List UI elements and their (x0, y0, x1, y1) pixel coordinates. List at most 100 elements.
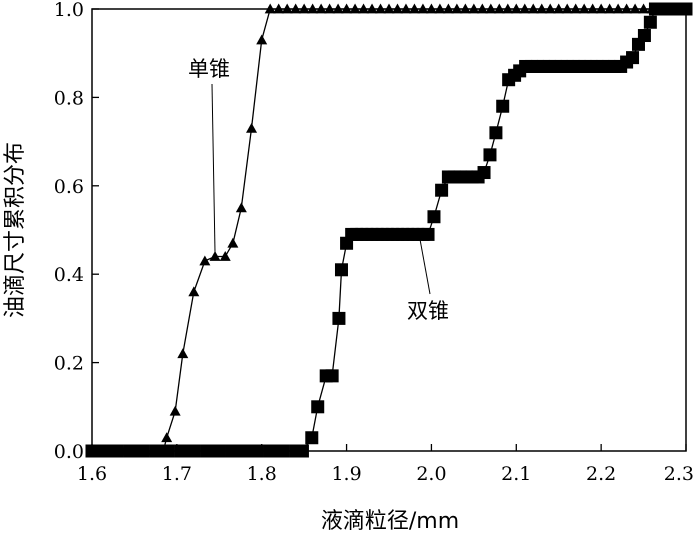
square-marker (626, 51, 640, 65)
square-marker (421, 227, 435, 241)
square-marker (489, 126, 503, 140)
triangle-marker (281, 3, 293, 14)
square-marker (263, 444, 277, 458)
y-axis-title: 油滴尺寸累积分布 (3, 142, 28, 318)
square-marker (679, 2, 693, 16)
triangle-marker (417, 3, 429, 14)
square-marker (305, 431, 319, 445)
square-marker (276, 444, 290, 458)
triangle-marker (256, 34, 268, 45)
triangle-marker (621, 3, 633, 14)
square-marker (332, 311, 346, 325)
square-marker (110, 444, 124, 458)
square-marker (225, 444, 239, 458)
triangle-marker (177, 348, 189, 359)
square-marker (200, 444, 214, 458)
triangle-marker (638, 3, 650, 14)
triangle-marker (561, 3, 573, 14)
x-tick-label: 1.6 (77, 463, 107, 485)
triangle-marker (536, 3, 548, 14)
triangle-marker (595, 3, 607, 14)
square-marker (123, 444, 137, 458)
triangle-marker (451, 3, 463, 14)
triangle-marker (169, 405, 181, 416)
triangle-marker (375, 3, 387, 14)
triangle-marker (408, 3, 420, 14)
triangle-marker (578, 3, 590, 14)
triangle-marker (307, 3, 319, 14)
y-tick-label: 0.4 (54, 264, 84, 286)
triangle-marker (188, 286, 200, 297)
x-tick-label: 1.8 (247, 463, 277, 485)
x-tick-label: 2.1 (501, 463, 531, 485)
triangle-marker (383, 3, 395, 14)
square-marker (643, 15, 657, 29)
triangle-marker (493, 3, 505, 14)
y-tick-label: 0.6 (54, 176, 84, 198)
triangle-marker (161, 432, 173, 443)
square-marker (98, 444, 112, 458)
square-marker (174, 444, 188, 458)
triangle-marker (629, 3, 641, 14)
triangle-marker (341, 3, 353, 14)
triangle-marker (290, 3, 302, 14)
triangle-marker (298, 3, 310, 14)
triangle-marker (219, 251, 231, 261)
x-tick-label: 1.7 (162, 463, 192, 485)
square-marker (136, 444, 150, 458)
triangle-marker (604, 3, 616, 14)
annotation-leader-single-cone (211, 83, 216, 255)
triangle-marker (519, 3, 531, 14)
square-marker (238, 444, 252, 458)
y-tick-label: 0.0 (54, 441, 84, 463)
triangle-marker (459, 3, 471, 14)
triangle-marker (400, 3, 412, 14)
triangle-marker (209, 251, 221, 261)
square-marker (477, 166, 491, 180)
triangle-marker (227, 237, 239, 248)
square-marker (427, 210, 441, 224)
annotation-label-single-cone: 单锥 (188, 57, 230, 81)
y-tick-label: 1.0 (54, 0, 84, 21)
x-tick-label: 2.3 (664, 463, 694, 485)
triangle-marker (485, 3, 497, 14)
square-marker (334, 263, 348, 277)
triangle-marker (246, 122, 258, 133)
square-marker (311, 400, 325, 414)
square-marker (212, 444, 226, 458)
annotation-label-double-cone: 双锥 (407, 299, 449, 323)
triangle-marker (476, 3, 488, 14)
triangle-marker (502, 3, 514, 14)
triangle-marker (264, 3, 276, 14)
series-markers (85, 2, 693, 458)
triangle-marker (510, 3, 522, 14)
annotation-leader-double-cone (418, 232, 431, 295)
triangle-marker (349, 3, 361, 14)
x-axis-title: 液滴粒径/mm (321, 509, 459, 534)
triangle-marker (332, 3, 344, 14)
square-marker (435, 183, 449, 197)
x-tick-label: 2.0 (416, 463, 446, 485)
square-marker (483, 148, 497, 162)
square-marker (325, 369, 339, 383)
square-marker (149, 444, 163, 458)
triangle-marker (366, 3, 378, 14)
triangle-marker (199, 255, 211, 266)
square-marker (85, 444, 99, 458)
triangle-marker (544, 3, 556, 14)
triangle-marker (570, 3, 582, 14)
triangle-marker (442, 3, 454, 14)
square-marker (250, 444, 264, 458)
square-marker (637, 29, 651, 43)
triangle-marker (553, 3, 565, 14)
y-tick-label: 0.8 (54, 87, 84, 109)
square-marker (496, 99, 510, 113)
triangle-marker (527, 3, 539, 14)
triangle-marker (235, 202, 247, 213)
triangle-marker (315, 3, 327, 14)
y-tick-label: 0.2 (54, 353, 84, 375)
x-tick-label: 1.9 (331, 463, 361, 485)
x-tick-label: 2.2 (586, 463, 616, 485)
